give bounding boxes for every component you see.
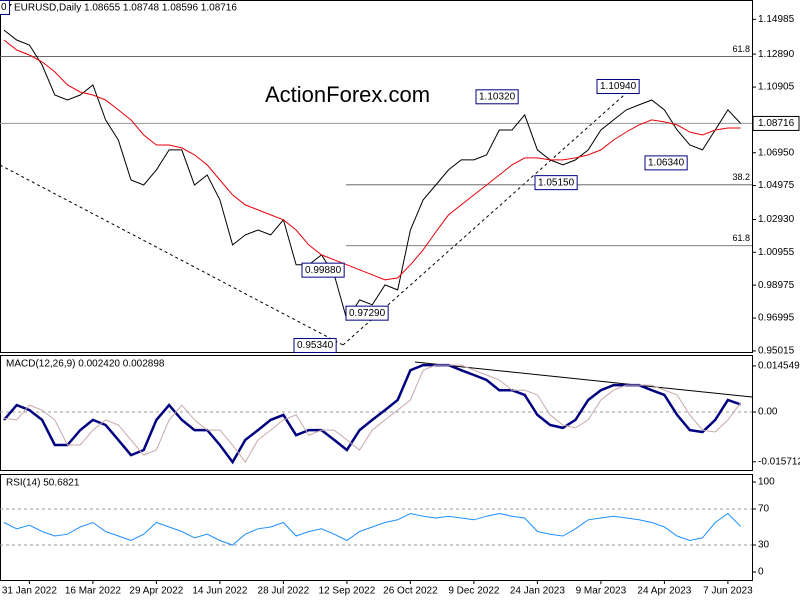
annotation-label: 1.10940 bbox=[600, 81, 637, 92]
watermark: ActionForex.com bbox=[265, 82, 430, 107]
y-tick-label: 1.06950 bbox=[758, 147, 795, 158]
rsi-pane bbox=[0, 474, 753, 581]
y-tick-label: 1.04975 bbox=[758, 180, 795, 191]
y-tick-label: 30 bbox=[758, 540, 770, 551]
y-tick-label: 0.00 bbox=[758, 407, 778, 418]
fib-level-label: 61.8 bbox=[732, 233, 750, 243]
y-tick-label: 1.10905 bbox=[758, 82, 795, 93]
annotation-box bbox=[644, 155, 688, 171]
series-line bbox=[3, 29, 741, 322]
macd-trend-line bbox=[414, 361, 753, 398]
macd-title: MACD(12,26,9) 0.002420 0.002898 bbox=[6, 359, 165, 370]
x-tick-label: 12 Sep 2022 bbox=[319, 586, 376, 597]
fib-level-label: 38.2 bbox=[732, 172, 750, 182]
y-tick-label: 1.02930 bbox=[758, 214, 795, 225]
x-tick-label: 24 Apr 2023 bbox=[637, 586, 691, 597]
annotation-label: 0.99880 bbox=[305, 265, 342, 276]
y-tick-label: -0.015712 bbox=[758, 456, 800, 467]
y-tick-label: 70 bbox=[758, 504, 770, 515]
x-tick-label: 9 Dec 2022 bbox=[448, 586, 500, 597]
last-price-label: 1.08716 bbox=[758, 118, 795, 129]
x-tick-label: 9 Mar 2023 bbox=[576, 586, 627, 597]
annotation-label: 0 bbox=[1, 2, 7, 13]
annotation-label: 1.05150 bbox=[538, 177, 575, 188]
y-tick-label: 100 bbox=[758, 477, 775, 488]
y-tick-label: 0.014549 bbox=[758, 361, 800, 372]
annotation-label: 1.06340 bbox=[648, 158, 685, 169]
x-tick-label: 24 Jan 2023 bbox=[510, 586, 565, 597]
annotation-box bbox=[301, 262, 345, 278]
series-line bbox=[3, 364, 742, 464]
x-tick-label: 29 Apr 2022 bbox=[129, 586, 183, 597]
y-tick-label: 1.00955 bbox=[758, 247, 795, 258]
annotation-box bbox=[534, 175, 578, 191]
x-tick-label: 14 Jun 2022 bbox=[192, 586, 247, 597]
series-line bbox=[3, 363, 742, 465]
rsi-title: RSI(14) 50.6821 bbox=[6, 478, 80, 489]
macd-pane bbox=[0, 355, 753, 471]
trend-line bbox=[342, 87, 633, 346]
last-price-box bbox=[752, 115, 800, 131]
annotation-label: 0.95340 bbox=[297, 340, 334, 351]
annotation-box bbox=[0, 0, 11, 15]
y-tick-label: 0.98975 bbox=[758, 280, 795, 291]
x-tick-label: 26 Oct 2022 bbox=[383, 586, 438, 597]
y-tick-label: 0.96995 bbox=[758, 313, 795, 324]
annotation-label: 1.10320 bbox=[479, 91, 516, 102]
x-tick-label: 16 Mar 2022 bbox=[65, 586, 122, 597]
x-tick-label: 31 Jan 2022 bbox=[2, 586, 57, 597]
y-tick-label: 1.14985 bbox=[758, 14, 795, 25]
series-line bbox=[3, 512, 741, 546]
series-line bbox=[3, 39, 741, 281]
x-tick-label: 28 Jul 2022 bbox=[258, 586, 310, 597]
chart-title: EURUSD,Daily 1.08655 1.08748 1.08596 1.0… bbox=[14, 3, 237, 14]
y-tick-label: 0.95015 bbox=[758, 346, 795, 357]
trend-line bbox=[0, 164, 344, 346]
annotation-box bbox=[596, 79, 640, 95]
annotation-box bbox=[345, 305, 389, 321]
annotation-box bbox=[293, 338, 337, 354]
y-tick-label: 0 bbox=[758, 567, 764, 578]
fib-level-label: 61.8 bbox=[732, 44, 750, 54]
annotation-label: 0.97290 bbox=[349, 308, 386, 319]
annotation-box bbox=[475, 89, 519, 105]
y-tick-label: 1.12890 bbox=[758, 49, 795, 60]
x-tick-label: 7 Jun 2023 bbox=[703, 586, 753, 597]
price-pane bbox=[0, 0, 753, 353]
